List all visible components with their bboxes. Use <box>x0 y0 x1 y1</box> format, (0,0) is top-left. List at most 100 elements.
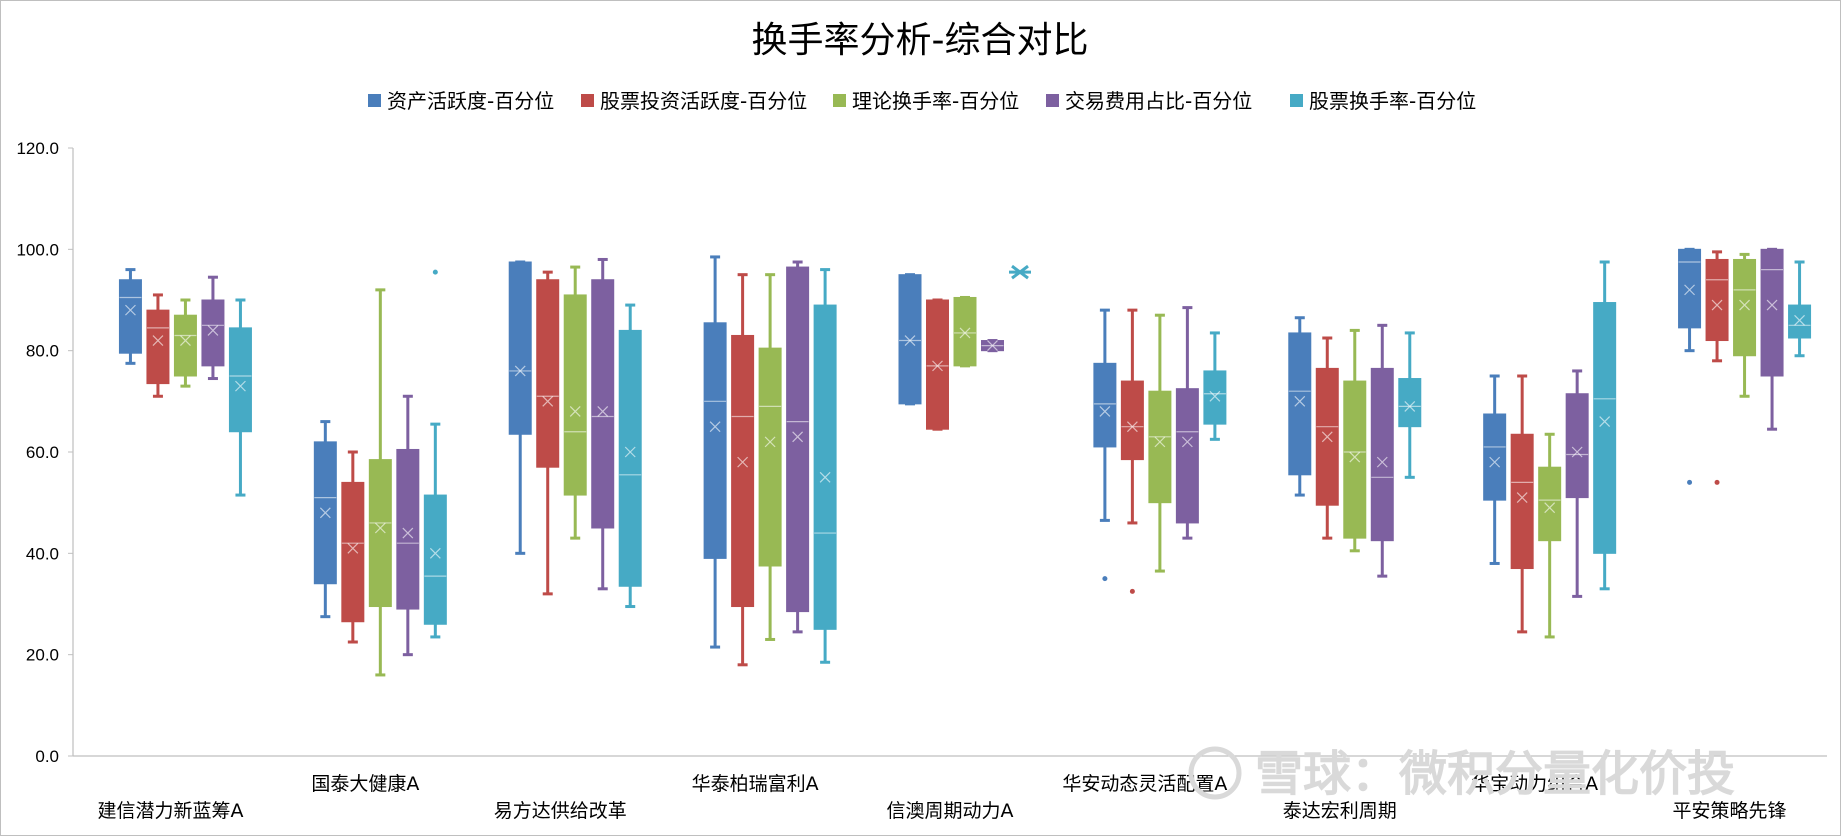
box-plot-item <box>813 268 837 664</box>
box-plot-item <box>1510 374 1534 634</box>
mean-marker <box>1599 416 1611 428</box>
mean-marker <box>125 304 136 316</box>
box-iqr <box>146 309 170 385</box>
box-plot-item <box>508 260 532 555</box>
box-plot-item <box>758 273 782 641</box>
box-group <box>1288 316 1422 578</box>
box-iqr <box>563 294 587 496</box>
box-plot-item <box>563 265 587 540</box>
box-iqr <box>1175 388 1199 524</box>
box-plot-item <box>1370 323 1394 578</box>
box-iqr <box>813 304 837 630</box>
mean-marker <box>1739 299 1750 311</box>
outlier-point <box>1102 576 1108 582</box>
outlier-point <box>1129 588 1135 594</box>
box-iqr <box>1483 413 1507 501</box>
mean-marker <box>1181 436 1193 448</box>
box-iqr <box>618 329 642 587</box>
mean-marker <box>1349 451 1361 463</box>
mean-marker <box>235 380 246 392</box>
x-category-label: 泰达宏利周期 <box>1283 800 1397 822</box>
box-iqr <box>1398 378 1422 428</box>
box-plot-item <box>703 255 727 649</box>
box-iqr <box>228 327 252 433</box>
mean-marker <box>542 395 554 407</box>
box-plot-item <box>1760 247 1784 431</box>
box-plot-item <box>591 257 615 591</box>
mean-marker <box>152 335 164 346</box>
y-tick-label: 80.0 <box>26 342 59 361</box>
x-category-label: 易方达供给改革 <box>494 800 627 822</box>
mean-marker <box>932 360 943 372</box>
box-plot-item <box>953 295 977 368</box>
box-iqr <box>758 347 782 567</box>
legend-item-label: 交易费用占比-百分位 <box>1065 89 1252 113</box>
x-category-label: 华泰柏瑞富利A <box>692 773 819 795</box>
box-iqr <box>731 334 755 608</box>
outlier-point <box>1714 479 1720 485</box>
box-plot-item <box>201 275 225 381</box>
mean-marker <box>1209 390 1221 402</box>
box-iqr <box>341 481 365 623</box>
mean-marker <box>207 324 219 336</box>
box-iqr <box>1538 466 1562 542</box>
box-group <box>1678 247 1812 485</box>
box-iqr <box>1760 248 1784 377</box>
box-iqr <box>1565 393 1589 499</box>
box-iqr <box>1678 248 1702 329</box>
mean-marker <box>1489 456 1501 468</box>
mean-marker <box>1099 406 1111 417</box>
box-group <box>118 268 252 497</box>
mean-marker <box>374 522 386 534</box>
box-plot-item <box>313 420 337 619</box>
y-tick-label: 40.0 <box>26 544 59 563</box>
box-iqr <box>1148 390 1172 504</box>
box-plot-item <box>368 288 392 677</box>
single-value-marker <box>1011 264 1029 280</box>
watermark: 雪球：微积分量化价投 <box>1188 746 1735 802</box>
mean-marker <box>1794 314 1805 326</box>
x-category-label: 国泰大健康A <box>311 773 419 795</box>
box-plot-item <box>1343 328 1367 553</box>
box-plot-item <box>926 298 949 431</box>
mean-marker <box>819 471 831 483</box>
box-plot-item <box>1788 260 1812 358</box>
box-iqr <box>898 274 922 405</box>
box-plot-item <box>898 273 922 406</box>
legend: 资产活跃度-百分位 股票投资活跃度-百分位 理论换手率-百分位 交易费用占比-百分位 股… <box>368 89 1476 113</box>
box-iqr <box>1510 433 1534 570</box>
mean-marker <box>737 456 749 468</box>
chart-title: 换手率分析-综合对比 <box>752 20 1089 61</box>
box-iqr <box>1733 258 1757 357</box>
box-plot-item <box>228 298 252 497</box>
x-category-label: 信澳周期动力A <box>887 800 1014 822</box>
mean-marker <box>319 507 331 519</box>
mean-marker <box>1154 436 1166 448</box>
box-plot-item <box>731 273 755 667</box>
mean-marker <box>1376 456 1388 468</box>
box-plot-item <box>1175 306 1199 540</box>
mean-marker <box>987 340 998 352</box>
box-iqr <box>396 448 420 610</box>
box-plot-item <box>173 298 197 388</box>
box-iqr <box>1120 380 1144 461</box>
mean-marker <box>959 327 971 339</box>
box-plot-item <box>118 268 142 365</box>
legend-item-label: 理论换手率-百分位 <box>852 89 1019 113</box>
mean-marker <box>1684 284 1695 296</box>
legend-swatch <box>1290 94 1303 107</box>
box-plot-item <box>1009 264 1031 280</box>
box-iqr <box>703 322 727 559</box>
box-iqr <box>926 299 949 430</box>
x-category-label: 平安策略先锋 <box>1673 800 1787 822</box>
y-tick-label: 60.0 <box>26 443 59 462</box>
box-iqr <box>953 296 977 367</box>
plot-area <box>118 247 1812 677</box>
box-group <box>313 269 447 677</box>
x-category-label: 建信潜力新蓝筹A <box>97 800 243 822</box>
box-iqr <box>1788 304 1812 339</box>
box-iqr <box>786 266 810 613</box>
box-iqr <box>118 279 142 354</box>
box-plot-item <box>396 394 420 657</box>
box-plot-item <box>1538 432 1562 639</box>
